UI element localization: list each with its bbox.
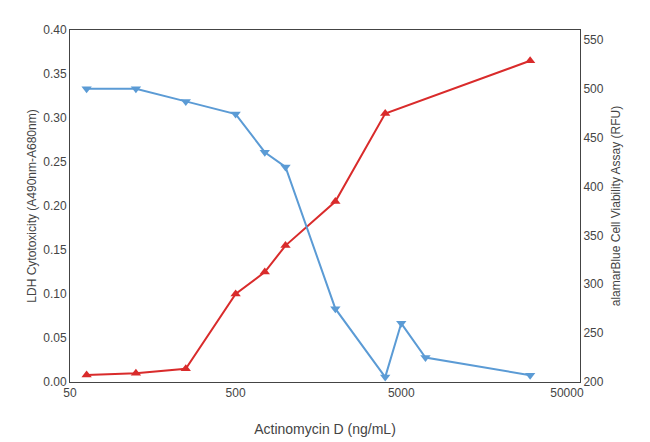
svg-text:0.25: 0.25	[43, 155, 67, 169]
svg-text:300: 300	[583, 277, 603, 291]
svg-text:50000: 50000	[550, 386, 584, 400]
svg-text:0.10: 0.10	[43, 287, 67, 301]
svg-text:5000: 5000	[388, 386, 415, 400]
svg-text:0.40: 0.40	[43, 23, 67, 37]
svg-text:500: 500	[226, 386, 246, 400]
svg-text:0.35: 0.35	[43, 67, 67, 81]
svg-text:250: 250	[583, 326, 603, 340]
svg-text:alamarBlue Cell Viability Assa: alamarBlue Cell Viability Assay (RFU)	[609, 106, 623, 307]
svg-text:0.05: 0.05	[43, 331, 67, 345]
svg-text:0.30: 0.30	[43, 111, 67, 125]
svg-text:0.00: 0.00	[43, 375, 67, 389]
svg-text:LDH Cytotoxicity (A490nm-A680n: LDH Cytotoxicity (A490nm-A680nm)	[25, 109, 39, 302]
svg-text:350: 350	[583, 229, 603, 243]
svg-text:200: 200	[583, 375, 603, 389]
svg-text:500: 500	[583, 82, 603, 96]
svg-text:Actinomycin D (ng/mL): Actinomycin D (ng/mL)	[254, 421, 396, 437]
svg-text:550: 550	[583, 33, 603, 47]
svg-text:450: 450	[583, 131, 603, 145]
svg-text:0.15: 0.15	[43, 243, 67, 257]
svg-text:400: 400	[583, 180, 603, 194]
svg-text:0.20: 0.20	[43, 199, 67, 213]
svg-text:50: 50	[63, 386, 77, 400]
